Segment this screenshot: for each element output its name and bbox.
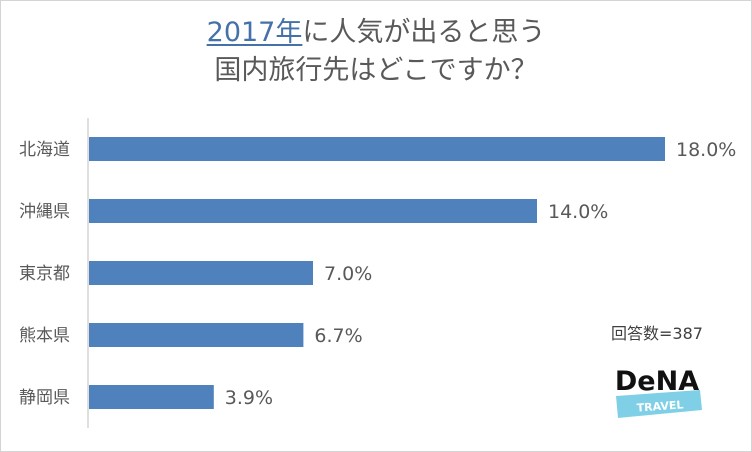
value-label: 7.0% <box>324 263 372 285</box>
title-line-1: 2017年に人気が出ると思う <box>0 14 752 52</box>
value-label: 14.0% <box>548 201 608 223</box>
logo-band <box>616 390 702 418</box>
value-label: 3.9% <box>225 387 273 409</box>
bar <box>89 261 313 285</box>
title-line-1-rest: に人気が出ると思う <box>302 17 546 48</box>
logo-brand: DeNA <box>615 366 699 397</box>
category-label: 静岡県 <box>19 388 70 408</box>
title-year: 2017年 <box>206 17 303 48</box>
bar <box>89 385 214 409</box>
category-label: 熊本県 <box>19 326 70 346</box>
bars-group <box>89 137 665 409</box>
respondent-count: 回答数=387 <box>611 324 703 343</box>
value-labels-group: 18.0% 14.0% 7.0% 6.7% 3.9% <box>225 139 737 409</box>
chart-title: 2017年に人気が出ると思う 国内旅行先はどこですか？ <box>0 14 752 90</box>
category-label: 東京都 <box>19 264 70 284</box>
title-line-2: 国内旅行先はどこですか？ <box>214 55 538 86</box>
bar <box>89 323 304 347</box>
value-label: 6.7% <box>314 325 362 347</box>
category-label: 沖縄県 <box>19 202 70 222</box>
value-label: 18.0% <box>676 139 736 161</box>
bar <box>89 199 537 223</box>
bar <box>89 137 665 161</box>
dena-travel-logo-icon: DeNA TRAVEL <box>615 366 702 418</box>
logo-sub: TRAVEL <box>636 398 684 414</box>
category-label: 北海道 <box>19 140 70 160</box>
